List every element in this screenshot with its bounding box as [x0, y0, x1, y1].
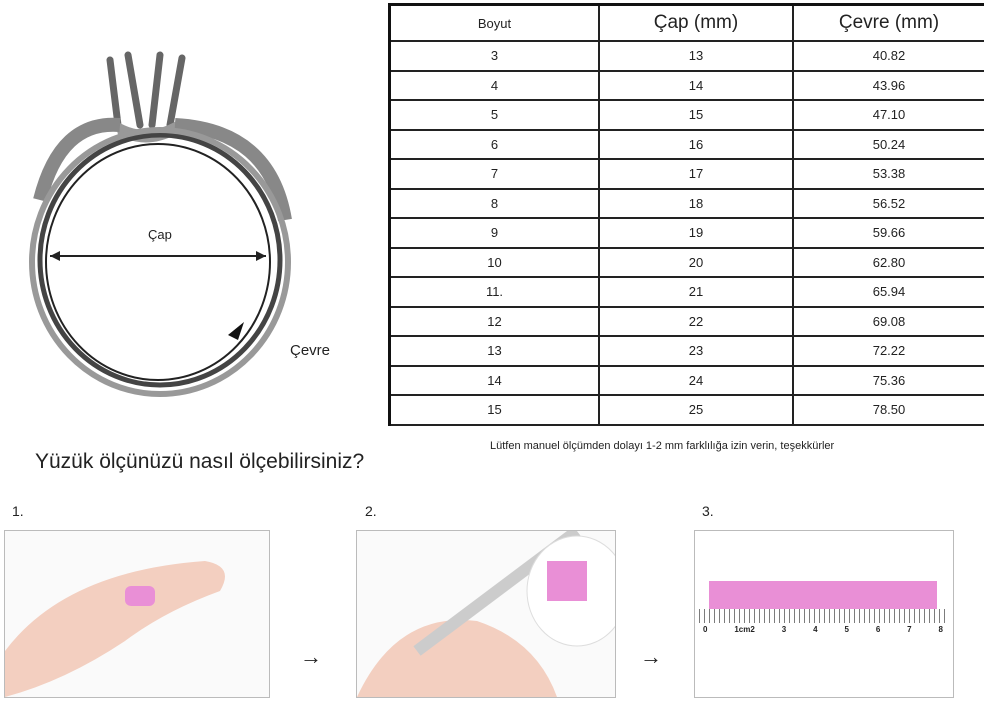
size-cell: 4 — [388, 69, 599, 101]
ruler-number: 7 — [907, 625, 912, 634]
table-row: 9 19 59.66 — [388, 217, 984, 249]
ruler-number: 6 — [875, 625, 881, 634]
ring-diagram — [29, 51, 292, 397]
table-row: 6 16 50.24 — [388, 128, 984, 160]
note: Lütfen manuel ölçümden dolayı 1-2 mm far… — [490, 440, 835, 452]
circumference-cell: 53.38 — [792, 158, 984, 190]
howto-title: Yüzük ölçünüzü nasıl ölçebilirsiniz? — [35, 450, 365, 473]
table-row: 14 24 75.36 — [388, 364, 984, 396]
diameter-cell: 14 — [598, 69, 794, 101]
size-cell: 15 — [388, 394, 599, 426]
diameter-cell: 19 — [598, 217, 794, 249]
table-row: 10 20 62.80 — [388, 246, 984, 278]
circumference-cell: 56.52 — [792, 187, 984, 219]
step-3-photo-ruler: 0 1cm2 3 4 5 6 7 8 — [694, 530, 954, 698]
diameter-cell: 22 — [598, 305, 794, 337]
circumference-label: Çevre — [290, 342, 331, 359]
table-row: 15 25 78.50 — [388, 394, 984, 426]
ruler-number: 4 — [813, 625, 818, 634]
diameter-cell: 24 — [598, 364, 794, 396]
step-2-photo-marking-tape — [356, 530, 616, 698]
circumference-cell: 62.80 — [792, 246, 984, 278]
size-cell: 7 — [388, 158, 599, 190]
size-cell: 3 — [388, 40, 599, 72]
circumference-cell: 59.66 — [792, 217, 984, 249]
circumference-cell: 69.08 — [792, 305, 984, 337]
ruler-number: 8 — [938, 625, 943, 634]
step-1-label: 1. — [12, 503, 24, 519]
ruler-number: 3 — [781, 625, 787, 634]
header-circumference: Çevre (mm) — [792, 3, 984, 42]
ruler-ticks — [699, 609, 949, 623]
table-row: 11. 21 65.94 — [388, 276, 984, 308]
header-size: Boyut — [388, 3, 599, 42]
table-row: 8 18 56.52 — [388, 187, 984, 219]
diameter-cell: 16 — [598, 128, 794, 160]
ruler-number: 5 — [844, 625, 849, 634]
size-cell: 5 — [388, 99, 599, 131]
tape-strip — [709, 581, 937, 609]
diameter-cell: 17 — [598, 158, 794, 190]
size-cell: 11. — [388, 276, 599, 308]
size-cell: 6 — [388, 128, 599, 160]
ruler-numbers: 0 1cm2 3 4 5 6 7 8 — [703, 625, 943, 634]
size-cell: 9 — [388, 217, 599, 249]
header-diameter: Çap (mm) — [598, 3, 794, 42]
table-row: 12 22 69.08 — [388, 305, 984, 337]
circumference-cell: 40.82 — [792, 40, 984, 72]
circumference-cell: 47.10 — [792, 99, 984, 131]
ruler-number: 1cm2 — [734, 625, 755, 634]
diameter-label: Çap — [148, 227, 172, 242]
circumference-cell: 72.22 — [792, 335, 984, 367]
step-3-label: 3. — [702, 503, 714, 519]
table-row: 7 17 53.38 — [388, 158, 984, 190]
diameter-cell: 15 — [598, 99, 794, 131]
table-row: 3 13 40.82 — [388, 40, 984, 72]
arrow-icon: → — [300, 644, 322, 669]
size-cell: 10 — [388, 246, 599, 278]
step-1-photo-hand-with-tape — [4, 530, 270, 698]
size-cell: 8 — [388, 187, 599, 219]
step-2-label: 2. — [365, 503, 377, 519]
diameter-cell: 20 — [598, 246, 794, 278]
size-cell: 14 — [388, 364, 599, 396]
size-cell: 12 — [388, 305, 599, 337]
circumference-cell: 43.96 — [792, 69, 984, 101]
arrow-icon: → — [640, 644, 662, 669]
circumference-cell: 78.50 — [792, 394, 984, 426]
diameter-cell: 23 — [598, 335, 794, 367]
table-row: 13 23 72.22 — [388, 335, 984, 367]
circumference-cell: 50.24 — [792, 128, 984, 160]
table-row: 5 15 47.10 — [388, 99, 984, 131]
size-table: Boyut Çap (mm) Çevre (mm) 3 13 40.82 4 14 43.… — [388, 3, 984, 426]
size-cell: 13 — [388, 335, 599, 367]
circumference-cell: 75.36 — [792, 364, 984, 396]
diameter-cell: 18 — [598, 187, 794, 219]
ruler-number: 0 — [703, 625, 708, 634]
diameter-cell: 25 — [598, 394, 794, 426]
diameter-cell: 13 — [598, 40, 794, 72]
diameter-cell: 21 — [598, 276, 794, 308]
table-row: 4 14 43.96 — [388, 69, 984, 101]
ring-icon — [29, 51, 292, 397]
circumference-cell: 65.94 — [792, 276, 984, 308]
circumference-arrow-icon — [228, 322, 244, 340]
